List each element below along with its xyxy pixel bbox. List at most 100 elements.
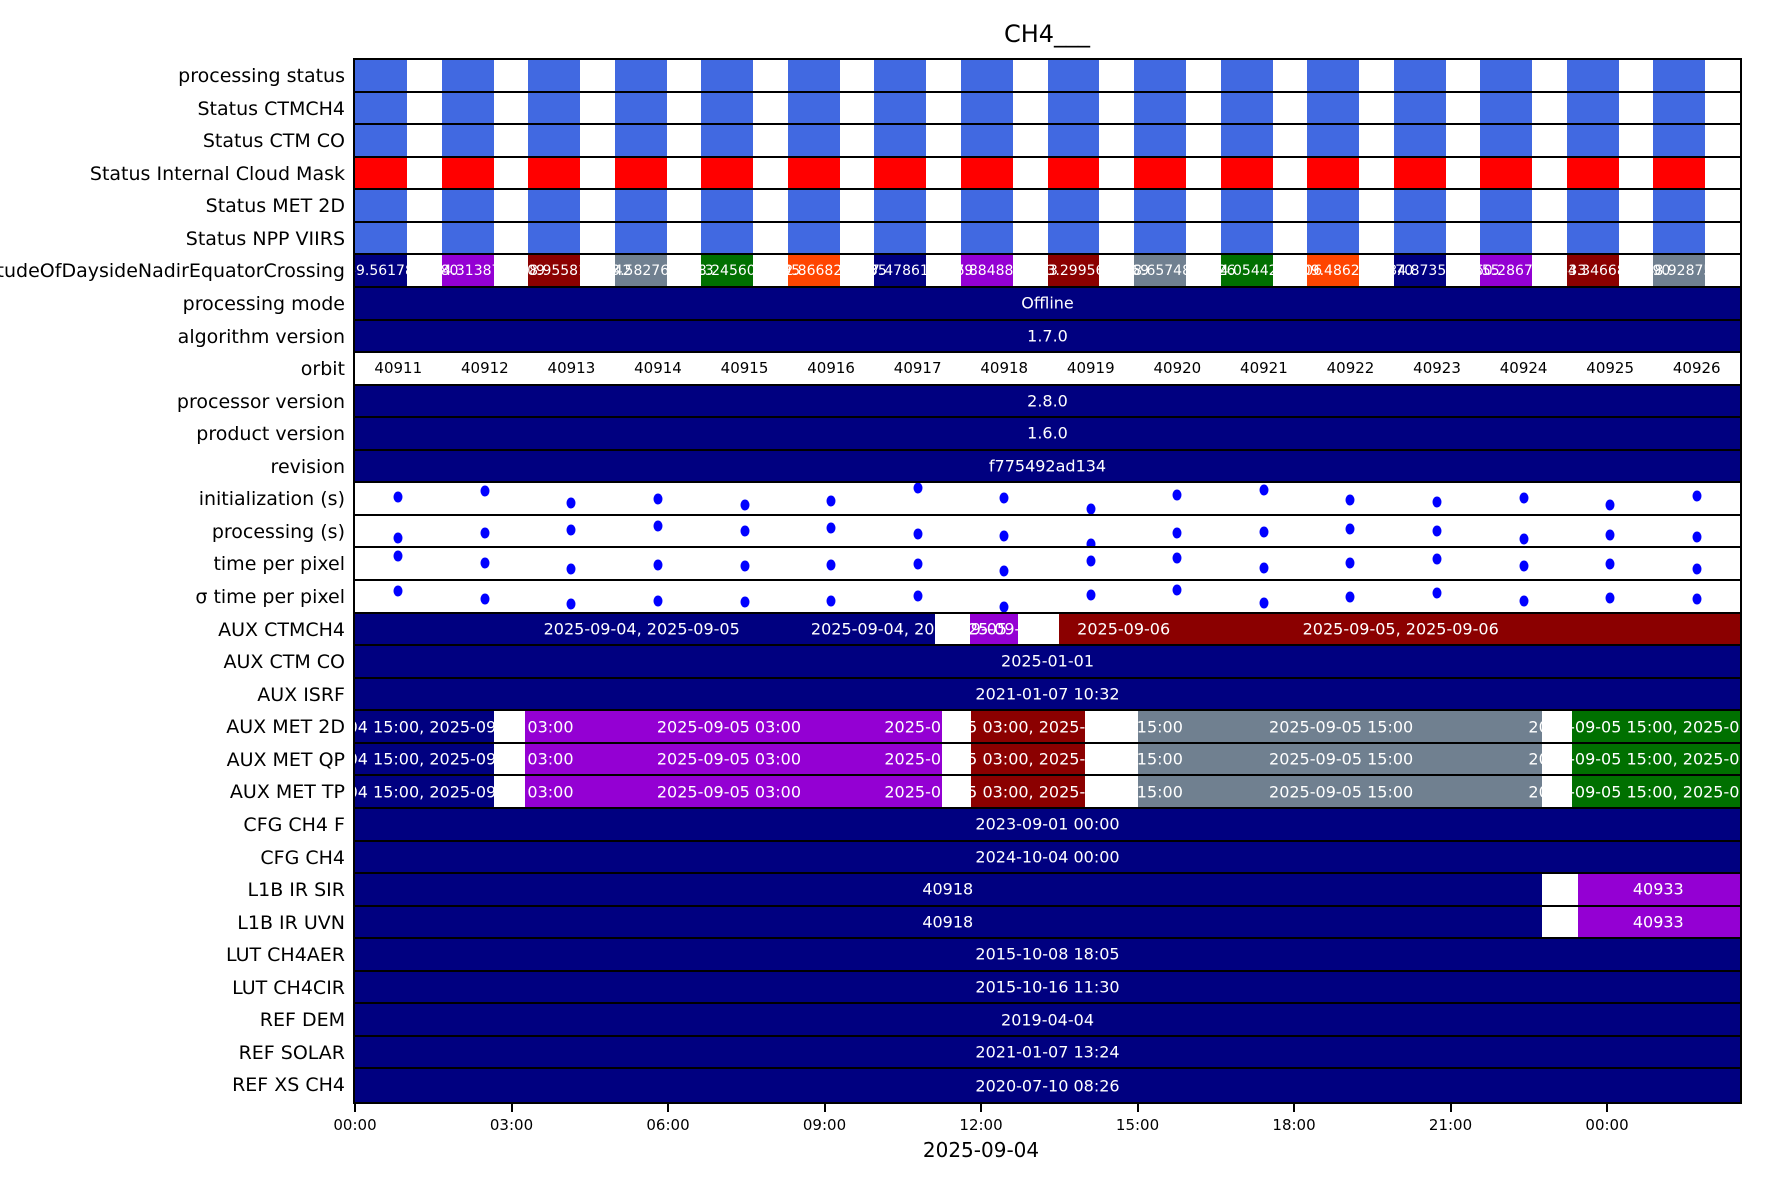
data-dot bbox=[1432, 525, 1442, 537]
chart-row-dots bbox=[355, 581, 1740, 614]
row-label: CFG CH4 bbox=[260, 846, 345, 869]
data-dot bbox=[826, 559, 836, 571]
status-box bbox=[528, 157, 581, 189]
data-dot bbox=[1605, 499, 1615, 511]
bar-text: 40933 bbox=[1632, 879, 1684, 899]
bar-text: 2023-09-01 00:00 bbox=[975, 814, 1120, 834]
bar-text: 2025-09-05 15:00, 2025-09-06 03:00 bbox=[1528, 749, 1740, 769]
data-dot bbox=[393, 491, 403, 503]
longitude-value: -134.8735901855 bbox=[1374, 262, 1500, 279]
status-box bbox=[874, 190, 927, 221]
x-tick-label: 18:00 bbox=[1272, 1116, 1316, 1134]
chart-row-boxes bbox=[355, 60, 1740, 93]
data-dot bbox=[1432, 587, 1442, 599]
data-dot bbox=[740, 560, 750, 572]
chart-row-bar: 40918 40933 bbox=[355, 906, 1740, 940]
status-box bbox=[1566, 222, 1619, 254]
chart-row-bar: Offline bbox=[355, 287, 1740, 321]
row-label: AUX ISRF bbox=[257, 683, 345, 706]
bar-text: 2015-10-16 11:30 bbox=[975, 977, 1120, 997]
longitude-value: 169.5617846680 bbox=[355, 262, 459, 279]
x-tick-label: 06:00 bbox=[646, 1116, 690, 1134]
data-dot bbox=[1519, 492, 1529, 504]
orbit-number: 40916 bbox=[807, 359, 855, 378]
status-box bbox=[355, 157, 407, 189]
x-tick-label: 09:00 bbox=[802, 1116, 847, 1134]
bar-text: 2025-09-05 15:00, 2025-09-06 03:00 bbox=[1528, 782, 1740, 802]
row-label: Status Internal Cloud Mask bbox=[89, 162, 345, 185]
bar-segment bbox=[355, 939, 1740, 970]
status-box bbox=[1653, 190, 1706, 221]
chart-row-bar: 2025-09-04, 2025-09-05 2025-09-04, 2025-0… bbox=[355, 613, 1740, 647]
bar-segment bbox=[971, 711, 1085, 742]
data-dot bbox=[1605, 558, 1615, 570]
status-box bbox=[787, 157, 840, 189]
status-box bbox=[528, 60, 581, 91]
status-box bbox=[614, 125, 667, 156]
bar-segment bbox=[971, 776, 1085, 807]
bar-segment bbox=[525, 711, 943, 742]
status-box bbox=[1047, 222, 1100, 254]
status-box bbox=[1393, 125, 1446, 156]
row-label: Status CTMCH4 bbox=[197, 97, 346, 120]
status-box bbox=[960, 92, 1013, 124]
data-dot bbox=[999, 601, 1009, 612]
chart-row-bar: 2025-09-04 15:00, 2025-09-05 03:00 2025-0… bbox=[355, 776, 1740, 809]
data-dot bbox=[1086, 503, 1096, 514]
bar-text: 2025-09-04, 2025-09-05 bbox=[810, 619, 1008, 639]
data-dot bbox=[913, 528, 923, 540]
chart-row-bar: f775492ad134 bbox=[355, 450, 1740, 484]
bar-segment bbox=[355, 776, 494, 807]
data-dot bbox=[653, 520, 663, 532]
chart-row-cells: 169.5617846680144.3138784409118.95581245… bbox=[355, 255, 1740, 288]
orbit-number: 40921 bbox=[1240, 359, 1288, 378]
chart-row-bar: 2025-09-04 15:00, 2025-09-05 03:00 2025-0… bbox=[355, 743, 1740, 777]
x-tick-label: 03:00 bbox=[489, 1116, 534, 1134]
row-label: Status MET 2D bbox=[205, 195, 345, 218]
status-box bbox=[960, 222, 1013, 254]
x-tick bbox=[1449, 1104, 1452, 1112]
status-box bbox=[1480, 92, 1533, 124]
bar-text: 2025-01-01 bbox=[1001, 651, 1094, 671]
status-box bbox=[874, 125, 927, 156]
status-box bbox=[614, 222, 667, 254]
bar-segment bbox=[355, 1036, 1740, 1068]
data-dot bbox=[740, 499, 750, 511]
status-box bbox=[1566, 157, 1619, 189]
bar-text: 40918 bbox=[922, 879, 974, 899]
chart-row-dots bbox=[355, 483, 1740, 516]
longitude-value: 93.5827695313 bbox=[602, 262, 714, 279]
x-tick-label: 00:00 bbox=[333, 1116, 377, 1134]
data-dot bbox=[1086, 589, 1096, 601]
data-dot bbox=[740, 596, 750, 608]
status-box bbox=[1134, 190, 1186, 221]
bar-segment bbox=[355, 971, 1740, 1003]
data-dot bbox=[1519, 595, 1529, 607]
data-dot bbox=[480, 593, 490, 605]
status-box bbox=[1393, 157, 1446, 189]
orbit-number: 40918 bbox=[980, 359, 1029, 378]
status-box bbox=[1653, 125, 1706, 156]
x-tick bbox=[510, 1104, 513, 1112]
status-box bbox=[1047, 157, 1100, 189]
data-dot bbox=[480, 527, 490, 539]
orbit-number: 40912 bbox=[460, 359, 509, 378]
status-box bbox=[1307, 92, 1360, 124]
status-box bbox=[1220, 157, 1273, 189]
orbit-number: 40925 bbox=[1586, 359, 1635, 378]
data-dot bbox=[1519, 533, 1529, 545]
data-dot bbox=[480, 557, 490, 569]
longitude-value: -33.2995605469 bbox=[1032, 262, 1149, 279]
bar-text: 2025-09-05 15:00 bbox=[1269, 717, 1414, 737]
data-dot bbox=[1259, 526, 1269, 537]
chart-row-boxes bbox=[355, 222, 1740, 256]
data-dot bbox=[740, 525, 750, 537]
longitude-value: -84.0544281006 bbox=[1205, 262, 1323, 279]
x-tick-label: 21:00 bbox=[1428, 1116, 1473, 1134]
data-dot bbox=[999, 565, 1009, 577]
chart-row-bar: 2019-04-04 bbox=[355, 1004, 1740, 1037]
bar-text: 2025-09-05 15:00 bbox=[1269, 749, 1414, 769]
bar-text: 2025-09-05 03:00 bbox=[656, 749, 802, 769]
bar-segment bbox=[525, 743, 943, 775]
chart-row-bar: 2024-10-04 00:00 bbox=[355, 841, 1740, 875]
